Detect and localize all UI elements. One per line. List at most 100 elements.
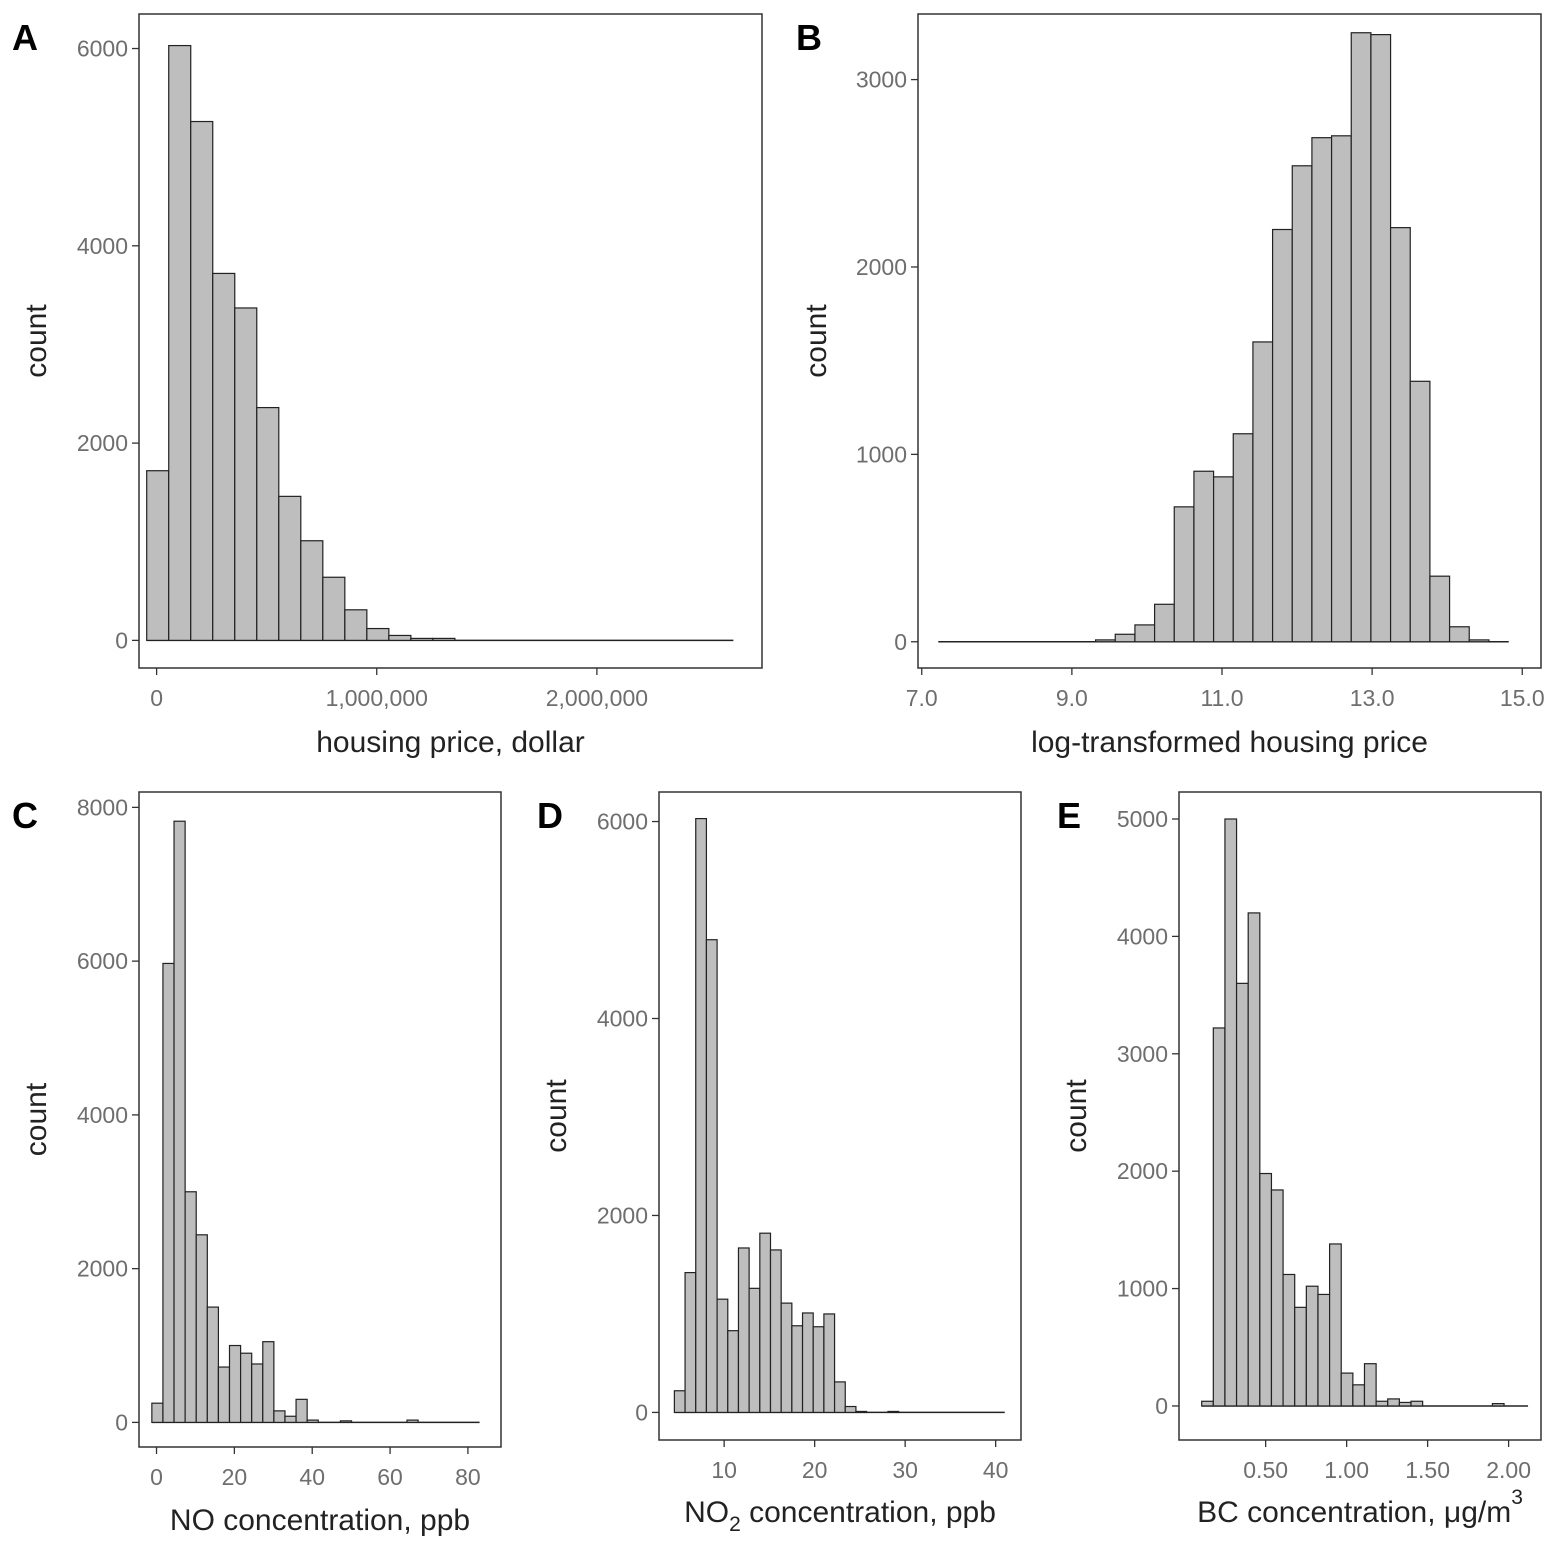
y-tick-label: 6000 (77, 948, 128, 974)
y-axis-label: count (20, 304, 53, 378)
panel-label: D (537, 795, 563, 836)
histogram-bar (217, 1366, 231, 1423)
y-axis-label: count (540, 1079, 573, 1153)
y-tick-label: 2000 (597, 1202, 648, 1228)
x-tick-label: 20 (222, 1464, 248, 1490)
histogram-bar (780, 1302, 793, 1414)
histogram-bar (410, 637, 434, 641)
x-axis-label: BC concentration, μg/m3 (1197, 1486, 1523, 1529)
histogram-bar (1350, 32, 1372, 643)
panel-c: 0 2000 4000 6000 8000 0 20 40 60 80 count NO concen… (12, 791, 502, 1537)
histogram-bar (1291, 165, 1313, 643)
histogram-bar (1429, 575, 1451, 643)
histogram-bar (212, 272, 236, 641)
histogram-bar (1134, 624, 1156, 643)
histogram-bar (684, 1271, 697, 1414)
x-tick-label: 1,000,000 (326, 685, 428, 711)
histogram-bar (1193, 470, 1215, 643)
histogram-bar (1375, 1400, 1389, 1407)
y-tick-label: 0 (894, 629, 907, 655)
y-tick-label: 2000 (77, 1256, 128, 1282)
y-tick-label: 8000 (77, 794, 128, 820)
histogram-bar (801, 1312, 814, 1414)
histogram-bar (228, 1344, 242, 1423)
histogram-bar (1328, 1243, 1342, 1407)
histogram-bar (791, 1325, 804, 1414)
panel-b: 0 1000 2000 3000 7.0 9.0 11.0 13.0 15.0 count log-… (796, 13, 1545, 759)
x-axis-label-text: NO concentration, ppb (170, 1504, 470, 1537)
histogram-bar (1294, 1306, 1307, 1407)
histogram-bar (184, 1191, 197, 1423)
histogram-bar (1282, 1273, 1296, 1407)
histogram-bar (206, 1306, 220, 1423)
histogram-bar (1271, 228, 1293, 643)
x-tick-label: 0 (150, 1464, 163, 1490)
histogram-bar (1409, 380, 1431, 643)
x-axis-label: housing price, dollar (316, 726, 585, 759)
x-axis-label: NO2 concentration, ppb (684, 1496, 996, 1536)
histogram-bar (1491, 1403, 1505, 1407)
y-tick-label: 0 (115, 1409, 128, 1435)
x-tick-label: 0 (150, 685, 163, 711)
histogram-bar (1363, 1363, 1377, 1407)
x-tick-label: 10 (711, 1457, 737, 1483)
histogram-bar (262, 1341, 275, 1423)
histogram-bar (300, 540, 324, 641)
histogram-bar (1330, 135, 1352, 643)
x-axis-label-text: log-transformed housing price (1031, 726, 1428, 759)
x-tick-label: 15.0 (1500, 685, 1545, 711)
y-tick-label: 3000 (1117, 1041, 1168, 1067)
histogram-bar (388, 634, 412, 641)
histogram-bar (251, 1363, 264, 1423)
histogram-bar (322, 576, 346, 641)
x-axis-label-text: concentration, ppb (741, 1496, 996, 1529)
y-tick-label: 4000 (597, 1006, 648, 1032)
panel-e: 0 1000 2000 3000 4000 5000 0.50 1.00 1.50 2.00 cou… (1057, 791, 1542, 1529)
histogram-bar (344, 609, 368, 641)
histogram-bar (168, 44, 192, 641)
panel-a: 0 2000 4000 6000 0 1,000,000 2,000,000 count hou… (12, 13, 763, 759)
panel-label: B (796, 17, 822, 58)
histogram-bar (855, 1410, 868, 1414)
x-tick-label: 20 (802, 1457, 828, 1483)
histogram-bar (748, 1287, 761, 1414)
histogram-bar (173, 820, 186, 1423)
histogram-bar (1094, 639, 1116, 643)
y-tick-label: 2000 (856, 254, 907, 280)
y-tick-label: 0 (1155, 1393, 1168, 1419)
histogram-bar (273, 1410, 286, 1423)
y-tick-label: 1000 (856, 441, 907, 467)
histogram-bar (833, 1381, 846, 1414)
y-tick-label: 5000 (1117, 806, 1168, 832)
histogram-bar (256, 406, 280, 641)
x-tick-label: 30 (892, 1457, 918, 1483)
histogram-bar (1252, 341, 1274, 643)
y-tick-label: 1000 (1117, 1276, 1168, 1302)
histogram-bar (1153, 603, 1175, 643)
histogram-bar (432, 637, 456, 641)
histogram-bar (695, 817, 708, 1414)
histogram-bar (278, 495, 302, 641)
histogram-bar (1235, 982, 1249, 1407)
histogram-bar (239, 1352, 253, 1423)
histogram-bar (759, 1232, 772, 1414)
histogram-bar (1247, 912, 1261, 1407)
histogram-bar (146, 470, 170, 641)
histogram-bar (1259, 1172, 1273, 1407)
histogram-bar (295, 1398, 308, 1423)
histogram-bar (716, 1298, 729, 1414)
plot-frame (138, 791, 502, 1448)
histogram-bar (1317, 1293, 1331, 1407)
y-tick-label: 4000 (77, 1102, 128, 1128)
x-tick-label: 9.0 (1056, 685, 1088, 711)
histogram-bar (1468, 639, 1490, 643)
y-axis-label: count (800, 304, 833, 378)
histogram-bar (1270, 1189, 1284, 1407)
histogram-bar (284, 1415, 297, 1423)
histogram-bar (1224, 818, 1238, 1407)
y-tick-label: 0 (635, 1399, 648, 1425)
x-tick-label: 40 (983, 1457, 1009, 1483)
histogram-bar (705, 939, 718, 1414)
x-tick-label: 13.0 (1350, 685, 1395, 711)
histogram-bar (737, 1247, 750, 1414)
